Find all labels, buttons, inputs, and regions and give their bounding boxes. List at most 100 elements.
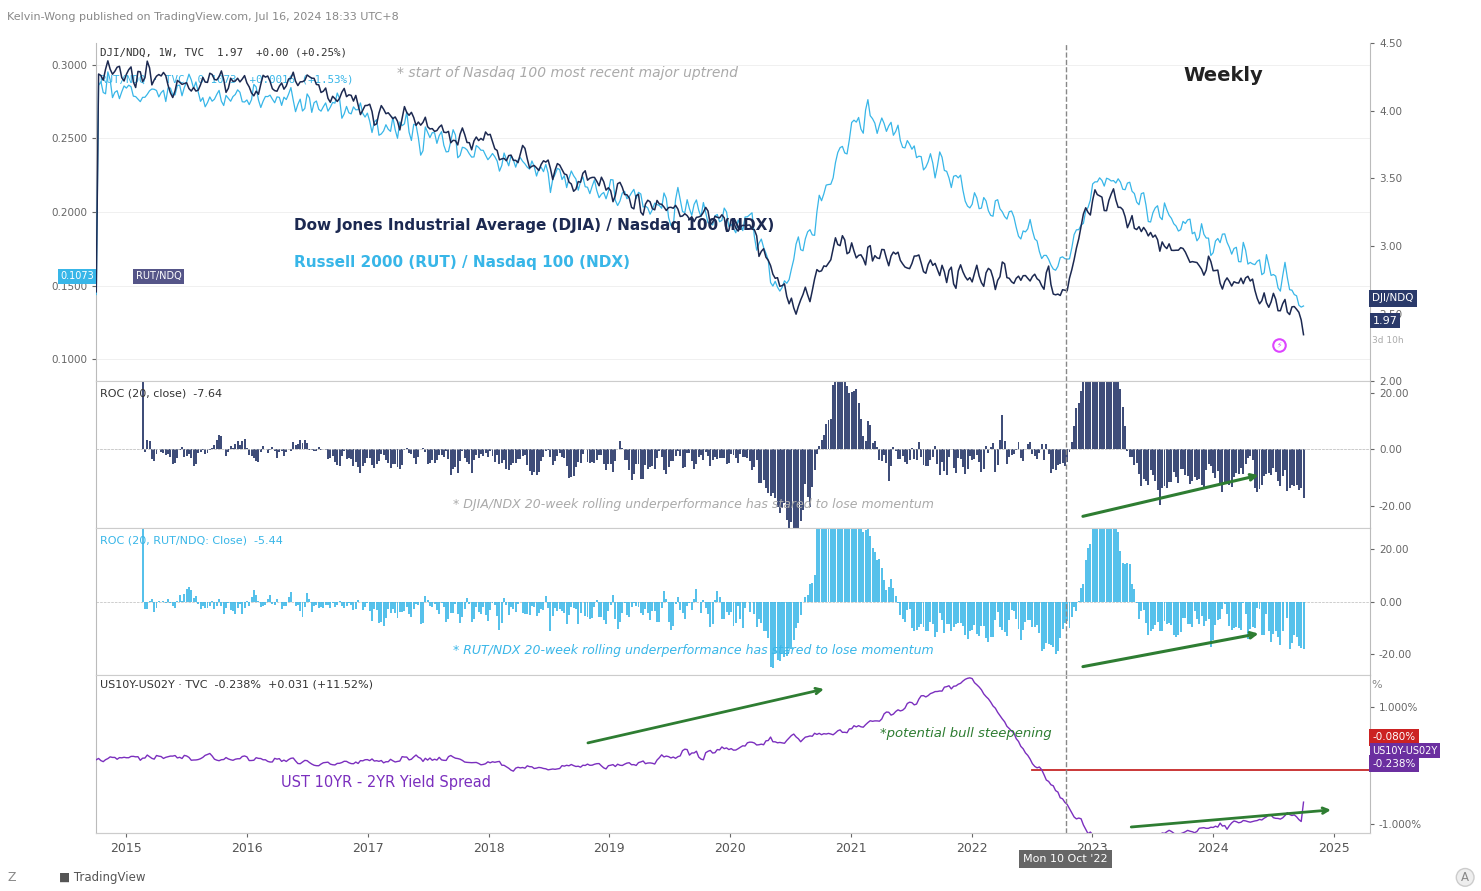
Bar — [1053, 601, 1054, 647]
Bar — [221, 601, 222, 606]
Bar — [409, 601, 410, 614]
Bar — [508, 601, 509, 615]
Bar — [955, 449, 957, 472]
Bar — [270, 595, 271, 601]
Bar — [1268, 601, 1269, 631]
Bar — [1284, 449, 1286, 470]
Bar — [1017, 601, 1019, 629]
Bar — [684, 601, 686, 618]
Bar — [184, 449, 185, 457]
Bar — [188, 587, 190, 601]
Bar — [312, 449, 315, 451]
Bar — [1133, 590, 1136, 601]
Bar — [230, 601, 231, 610]
Bar — [1131, 449, 1133, 456]
Bar — [1149, 449, 1152, 470]
Bar — [1189, 449, 1191, 485]
Bar — [249, 449, 250, 455]
Bar — [1111, 519, 1112, 601]
Bar — [705, 601, 706, 608]
Bar — [1043, 601, 1046, 650]
Bar — [348, 601, 350, 603]
Bar — [755, 601, 758, 626]
Bar — [1166, 449, 1169, 488]
Bar — [972, 601, 973, 630]
Bar — [302, 443, 304, 449]
Bar — [780, 449, 783, 508]
Bar — [820, 440, 822, 449]
Text: -0.238%: -0.238% — [1373, 758, 1416, 769]
Bar — [992, 444, 994, 449]
Bar — [505, 449, 508, 470]
Bar — [1265, 601, 1268, 614]
Bar — [496, 601, 498, 616]
Bar — [686, 601, 689, 607]
Bar — [364, 449, 366, 463]
Bar — [415, 601, 418, 604]
Bar — [1280, 449, 1281, 486]
Bar — [792, 449, 795, 532]
Bar — [897, 449, 899, 459]
Bar — [1182, 449, 1183, 469]
Bar — [1180, 449, 1182, 469]
Bar — [308, 449, 311, 450]
Bar — [920, 449, 923, 457]
Bar — [1173, 601, 1174, 634]
Bar — [1260, 601, 1263, 634]
Bar — [1010, 449, 1013, 455]
Bar — [427, 449, 428, 464]
Bar — [364, 601, 366, 607]
Bar — [749, 601, 751, 612]
Bar — [153, 449, 156, 462]
Bar — [766, 601, 767, 631]
Bar — [1234, 449, 1235, 477]
Bar — [345, 601, 348, 606]
Bar — [1222, 449, 1223, 492]
Bar — [1080, 588, 1083, 601]
Bar — [1075, 408, 1077, 449]
Bar — [431, 601, 434, 607]
Text: *potential bull steepening: *potential bull steepening — [880, 727, 1052, 740]
Bar — [985, 601, 986, 638]
Bar — [935, 446, 936, 449]
Bar — [653, 601, 656, 611]
Bar — [739, 449, 742, 454]
Bar — [992, 601, 994, 637]
Bar — [1152, 449, 1154, 475]
Bar — [1194, 449, 1195, 477]
Bar — [816, 449, 818, 454]
Bar — [320, 449, 321, 451]
Bar — [727, 601, 730, 615]
Bar — [615, 601, 616, 619]
Bar — [690, 601, 693, 609]
Bar — [1054, 449, 1056, 470]
Bar — [669, 601, 672, 630]
Bar — [1247, 449, 1248, 458]
Bar — [1265, 449, 1268, 474]
Bar — [213, 601, 215, 609]
Bar — [373, 449, 375, 468]
Bar — [738, 601, 739, 606]
Bar — [877, 447, 878, 449]
Bar — [881, 568, 883, 601]
Bar — [1094, 360, 1096, 449]
Bar — [866, 421, 869, 449]
Bar — [1047, 601, 1050, 644]
Bar — [320, 601, 321, 607]
Bar — [1259, 601, 1260, 609]
Bar — [573, 601, 575, 609]
Bar — [1154, 449, 1157, 481]
Bar — [754, 601, 755, 614]
Text: DJI/NDQ, 1W, TVC  1.97  +0.00 (+0.25%): DJI/NDQ, 1W, TVC 1.97 +0.00 (+0.25%) — [101, 48, 347, 58]
Bar — [739, 601, 742, 619]
Bar — [849, 488, 850, 601]
Bar — [860, 499, 862, 601]
Bar — [524, 449, 526, 455]
Bar — [1197, 601, 1198, 619]
Bar — [1063, 601, 1066, 624]
Bar — [1078, 403, 1080, 449]
Bar — [1149, 601, 1152, 631]
Bar — [1263, 449, 1265, 477]
Bar — [1090, 353, 1091, 449]
Bar — [397, 601, 398, 618]
